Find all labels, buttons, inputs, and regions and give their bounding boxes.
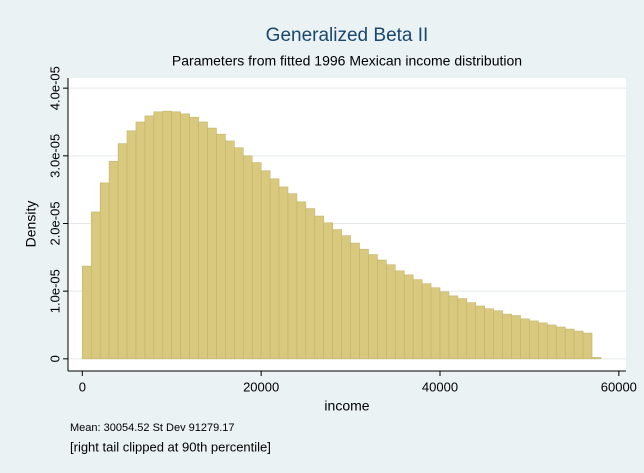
bar (484, 308, 494, 360)
bar (234, 147, 244, 360)
y-tick-label: 0 (47, 355, 62, 362)
bar (448, 295, 459, 360)
note: [right tail clipped at 90th percentile] (70, 439, 271, 454)
bar (564, 328, 575, 360)
bar (457, 298, 468, 360)
bar (359, 248, 369, 360)
bar (260, 170, 271, 360)
bar (99, 182, 110, 360)
bar (466, 302, 477, 360)
bar (225, 140, 235, 360)
bar (529, 320, 539, 360)
bar (582, 332, 593, 360)
bar (251, 162, 262, 360)
y-axis-label: Density (23, 201, 39, 248)
bar (180, 113, 190, 360)
bar (126, 130, 137, 360)
chart-title: Generalized Beta II (266, 25, 429, 46)
bar (287, 193, 298, 360)
bar (135, 121, 146, 360)
bar (377, 259, 387, 360)
bar (386, 264, 396, 360)
bar (207, 127, 217, 360)
bar (412, 279, 423, 360)
bar (189, 116, 199, 360)
bar (171, 111, 181, 360)
bar (555, 326, 566, 360)
chart-subtitle: Parameters from fitted 1996 Mexican inco… (172, 53, 522, 69)
bar (520, 318, 530, 360)
bar (493, 310, 503, 360)
x-axis-label: income (324, 398, 369, 414)
bar (269, 178, 280, 360)
bar (216, 133, 226, 360)
x-tick-label: 60000 (601, 379, 637, 394)
bar (350, 242, 360, 360)
bar (547, 324, 557, 360)
x-tick-label: 20000 (243, 379, 279, 394)
bar (162, 110, 173, 360)
bar (314, 215, 325, 360)
bar (296, 201, 307, 360)
bar (368, 254, 378, 360)
bar (394, 270, 405, 360)
bar (198, 121, 208, 360)
bar (421, 283, 432, 360)
x-tick-label: 40000 (422, 379, 458, 394)
bar (430, 287, 441, 360)
bar (439, 291, 450, 360)
bar (82, 265, 92, 360)
bar (242, 155, 253, 360)
bar (502, 313, 512, 360)
x-tick-label: 0 (79, 379, 86, 394)
y-tick-label: 2.0e-05 (47, 201, 62, 245)
bar (278, 186, 289, 360)
y-tick-label: 4.0e-05 (47, 66, 62, 110)
bar (341, 235, 351, 360)
bar (573, 330, 584, 360)
bar (538, 322, 548, 360)
bar (305, 208, 316, 360)
bar (90, 211, 101, 360)
bar (475, 305, 486, 360)
bar (153, 111, 164, 360)
bar (511, 315, 521, 360)
bar (403, 274, 414, 360)
y-tick-label: 3.0e-05 (47, 134, 62, 178)
bar (117, 143, 128, 360)
bar (323, 222, 333, 360)
bar (332, 229, 342, 360)
note: Mean: 30054.52 St Dev 91279.17 (70, 422, 235, 434)
y-tick-label: 1.0e-05 (47, 269, 62, 313)
bar (591, 357, 602, 360)
bar (108, 160, 119, 360)
bar (144, 115, 155, 360)
